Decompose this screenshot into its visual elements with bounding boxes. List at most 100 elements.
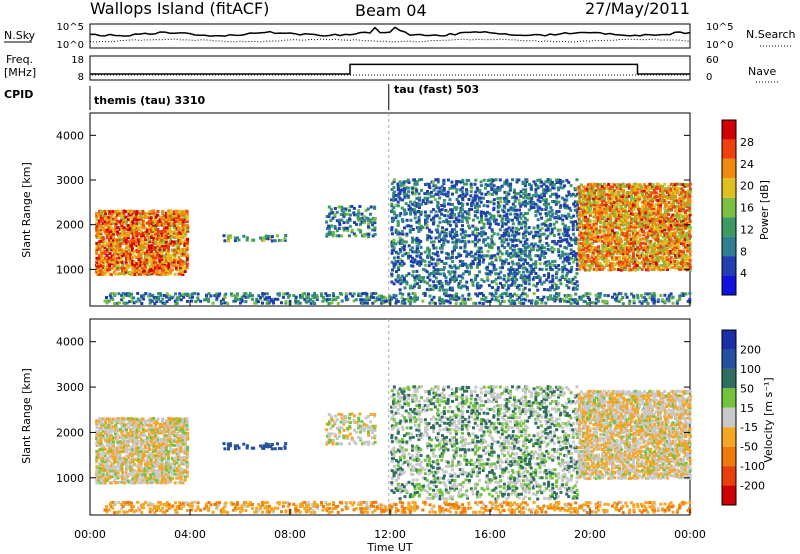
power-cell — [284, 300, 288, 304]
power-cell — [259, 236, 263, 240]
power-cell — [566, 279, 569, 283]
power-cell — [569, 256, 573, 260]
power-cell — [179, 254, 183, 258]
power-cell — [530, 196, 534, 200]
power-cell — [552, 222, 556, 226]
power-cell — [625, 249, 629, 253]
power-cell — [390, 202, 394, 206]
power-cell — [120, 256, 124, 260]
freq-left-tick-top: 18 — [71, 55, 84, 66]
power-cell — [131, 262, 134, 266]
power-cell — [638, 254, 642, 258]
power-cell — [511, 262, 515, 266]
power-cell — [515, 180, 519, 184]
power-cell — [388, 294, 392, 298]
power-cell — [99, 234, 103, 238]
power-cell — [642, 248, 646, 252]
power-cell — [156, 266, 159, 270]
power-cell — [622, 260, 626, 264]
power-cell — [442, 180, 446, 184]
power-cell — [498, 200, 502, 204]
power-cell — [617, 203, 621, 207]
power-cell — [97, 232, 101, 236]
power-cell — [611, 221, 615, 225]
power-cell — [465, 280, 469, 284]
power-cell — [451, 288, 454, 292]
power-cell — [584, 294, 588, 298]
power-cell — [109, 222, 113, 226]
power-cell — [456, 200, 460, 204]
power-cell — [507, 232, 511, 235]
power-cell — [648, 219, 652, 223]
power-cell — [488, 269, 492, 273]
power-cell — [417, 220, 421, 224]
power-cell — [498, 186, 502, 190]
power-cell — [475, 202, 479, 206]
power-cell — [671, 247, 675, 251]
power-cell — [634, 182, 637, 186]
power-cell — [451, 186, 455, 190]
power-cell — [426, 196, 430, 200]
power-cell — [663, 264, 667, 268]
power-cell — [484, 244, 488, 247]
power-cell — [659, 197, 663, 201]
power-cell — [632, 191, 636, 195]
power-cell — [634, 219, 638, 223]
power-cell — [335, 234, 339, 238]
power-cell — [667, 260, 671, 264]
power-cell — [648, 182, 652, 186]
power-cell — [670, 207, 673, 211]
power-cell — [667, 187, 671, 191]
power-cell — [552, 298, 556, 302]
power-cell — [628, 201, 632, 205]
power-cell — [598, 211, 602, 215]
power-cell — [593, 190, 596, 194]
power-cell — [185, 255, 189, 259]
power-cell — [432, 265, 436, 269]
power-cell — [418, 206, 421, 209]
power-cell — [152, 252, 156, 256]
power-cell — [432, 240, 436, 244]
power-cell — [457, 254, 461, 258]
power-cell — [139, 270, 143, 274]
power-cell — [632, 299, 636, 303]
power-cell — [116, 211, 120, 215]
power-cell — [340, 205, 344, 209]
power-cell — [394, 260, 398, 263]
power-cell — [596, 193, 600, 197]
power-cell — [515, 298, 519, 302]
power-cell — [600, 195, 604, 199]
power-cell — [154, 240, 158, 244]
power-cell — [461, 214, 465, 217]
power-cell — [623, 250, 627, 254]
power-cell — [337, 226, 341, 230]
power-cell — [272, 301, 275, 305]
power-cell — [171, 230, 175, 234]
power-cell — [362, 215, 366, 219]
power-cell — [335, 229, 339, 233]
power-cell — [185, 252, 189, 256]
power-cell — [405, 274, 409, 278]
power-cell — [134, 300, 138, 304]
power-cell — [453, 232, 457, 236]
power-cell — [352, 206, 356, 210]
power-cell — [659, 195, 663, 199]
power-cell — [443, 232, 446, 236]
power-cell — [651, 217, 654, 221]
power-cell — [261, 292, 265, 296]
power-cell — [657, 183, 661, 187]
power-cell — [669, 292, 673, 296]
power-cell — [419, 280, 423, 283]
power-cell — [626, 233, 630, 237]
power-cell — [168, 239, 172, 243]
power-cell — [529, 248, 533, 252]
power-cell — [140, 217, 144, 221]
power-cell — [465, 270, 469, 273]
power-cell — [396, 194, 400, 198]
power-cell — [620, 197, 624, 201]
power-cell — [107, 225, 111, 229]
power-cell — [571, 254, 575, 257]
power-cell — [421, 226, 425, 229]
power-cell — [626, 193, 630, 197]
power-cell — [453, 264, 457, 268]
